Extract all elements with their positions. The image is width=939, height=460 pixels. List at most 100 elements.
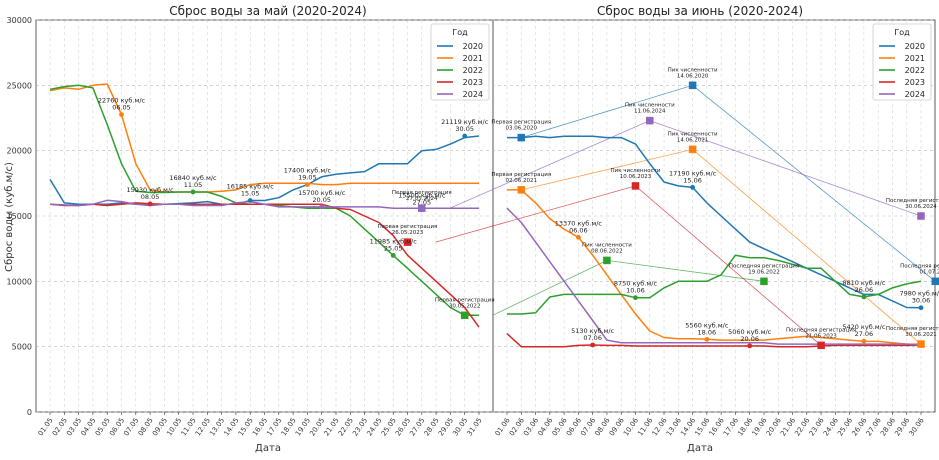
x-tick-label: 31.05 <box>466 417 484 438</box>
value-label: 5560 куб.м/с <box>685 321 729 329</box>
event-date: 30.06.2024 <box>905 204 937 210</box>
chart-title-june: Сброс воды за июнь (2020-2024) <box>597 4 803 18</box>
value-label: 13370 куб.м/с <box>555 219 603 227</box>
event-label: Первая регистрация <box>378 224 438 230</box>
legend-label-2024: 2024 <box>463 90 483 99</box>
event-marker <box>688 81 697 90</box>
data-point-marker <box>918 305 924 311</box>
data-point-marker <box>590 342 596 348</box>
event-label: Последняя регистрация <box>729 263 799 269</box>
date-label: 11.05 <box>184 181 203 189</box>
y-tick-label: 25000 <box>7 81 32 90</box>
value-label: 17190 куб.м/с <box>669 169 717 177</box>
date-label: 15.05 <box>241 190 260 198</box>
legend-title: Год <box>894 28 910 37</box>
event-marker <box>688 145 697 154</box>
event-label: Последняя регистрация <box>886 198 939 204</box>
legends: Год 2020 2021 2022 2023 2024 Год 2020 2021 2022 20… <box>430 23 932 101</box>
legend-box <box>872 23 932 101</box>
date-label: 06.05 <box>112 104 131 112</box>
event-marker <box>817 341 825 350</box>
event-date: 10.06.2023 <box>620 174 652 180</box>
series-line-2024 <box>506 207 922 347</box>
value-label: 15500 куб.м/с <box>398 191 446 199</box>
event-label: Пик численности <box>582 242 632 248</box>
x-tick-label: 30.06 <box>908 416 926 437</box>
series-line-2023 <box>506 333 921 348</box>
event-date: 26.05.2023 <box>392 230 424 236</box>
event-date: 30.06.2021 <box>905 332 937 338</box>
y-axis-label: Сброс воды (куб.м/с) <box>4 162 15 272</box>
date-label: 27.05 <box>412 198 431 206</box>
series-line-2022 <box>507 254 922 315</box>
legend-label-2024: 2024 <box>905 90 925 99</box>
date-label: 19.05 <box>298 174 317 182</box>
event-date: 27.05.2024 <box>406 196 438 202</box>
data-point-marker <box>861 294 867 300</box>
value-label: 8810 куб.м/с <box>842 279 886 287</box>
event-date: 02.06.2021 <box>506 178 538 184</box>
data-point-marker <box>247 198 253 203</box>
date-label: 26.06 <box>855 286 874 294</box>
legend-box <box>430 23 490 101</box>
y-tick-label: 15000 <box>7 212 32 221</box>
x-axis-label-may: Дата <box>255 443 281 454</box>
date-label: 08.05 <box>141 193 160 201</box>
data-point-marker <box>575 234 581 240</box>
legend-label-2021: 2021 <box>905 54 925 63</box>
legend-label-2021: 2021 <box>463 54 483 63</box>
value-label: 15700 куб.м/с <box>298 189 346 197</box>
legend-title: Год <box>452 28 468 37</box>
event-label: Последняя регистрация <box>900 263 939 269</box>
y-tick-label: 5000 <box>12 343 32 352</box>
data-point-marker <box>119 112 124 118</box>
event-label: Пик численности <box>668 67 718 73</box>
event-label: Первая регистрация <box>435 297 495 303</box>
event-label: Пик численности <box>668 131 718 137</box>
data-point-marker <box>861 338 867 344</box>
data-point-marker <box>390 252 396 258</box>
value-label: 7980 куб.м/с <box>899 290 939 298</box>
annotation-labels: 22760 куб.м/с06.05 15930 куб.м/с08.05 1684… <box>98 67 939 343</box>
date-label: 25.05 <box>384 244 403 252</box>
date-label: 15.06 <box>683 176 702 184</box>
data-point-marker <box>190 189 196 195</box>
event-date: 01.07.2020 <box>920 269 939 275</box>
event-label: Последняя регистрация <box>886 326 939 332</box>
event-marker <box>517 133 526 142</box>
data-point-marker <box>147 201 153 207</box>
value-label: 5130 куб.м/с <box>571 327 615 335</box>
y-tick-label: 10000 <box>7 277 32 286</box>
value-label: 21119 куб.м/с <box>441 118 489 126</box>
event-date: 08.06.2022 <box>591 248 623 254</box>
legend-label-2023: 2023 <box>463 78 483 87</box>
event-marker <box>631 182 640 190</box>
event-marker <box>418 204 426 212</box>
date-label: 30.06 <box>912 297 931 305</box>
event-date: 14.06.2021 <box>677 137 709 143</box>
event-label: Первая регистрация <box>491 172 551 178</box>
date-label: 07.06 <box>583 334 602 342</box>
value-label: 22760 куб.м/с <box>98 97 146 105</box>
value-label: 11985 куб.м/с <box>370 237 418 245</box>
event-marker <box>917 340 925 348</box>
event-label: Первая регистрация <box>392 190 452 196</box>
value-label: 5060 куб.м/с <box>728 328 772 336</box>
date-label: 06.06 <box>569 226 588 234</box>
value-label: 16840 куб.м/с <box>169 174 217 182</box>
event-date: 14.06.2020 <box>677 73 709 79</box>
date-label: 20.05 <box>312 196 331 204</box>
event-label: Последняя регистрация <box>786 327 856 333</box>
data-point-marker <box>319 204 325 210</box>
event-date: 03.06.2020 <box>506 126 538 132</box>
event-label: Первая регистрация <box>491 120 551 126</box>
data-point-marker <box>462 133 468 139</box>
event-date: 21.06.2023 <box>805 333 837 339</box>
event-marker <box>646 116 654 125</box>
axes: 05000100001500020000250003000001.0502.05… <box>7 16 926 438</box>
value-label: 8750 куб.м/с <box>614 280 658 288</box>
value-label: 15930 куб.м/с <box>126 186 174 194</box>
legend-label-2022: 2022 <box>905 66 925 75</box>
chart-title-may: Сброс воды за май (2020-2024) <box>169 4 367 18</box>
